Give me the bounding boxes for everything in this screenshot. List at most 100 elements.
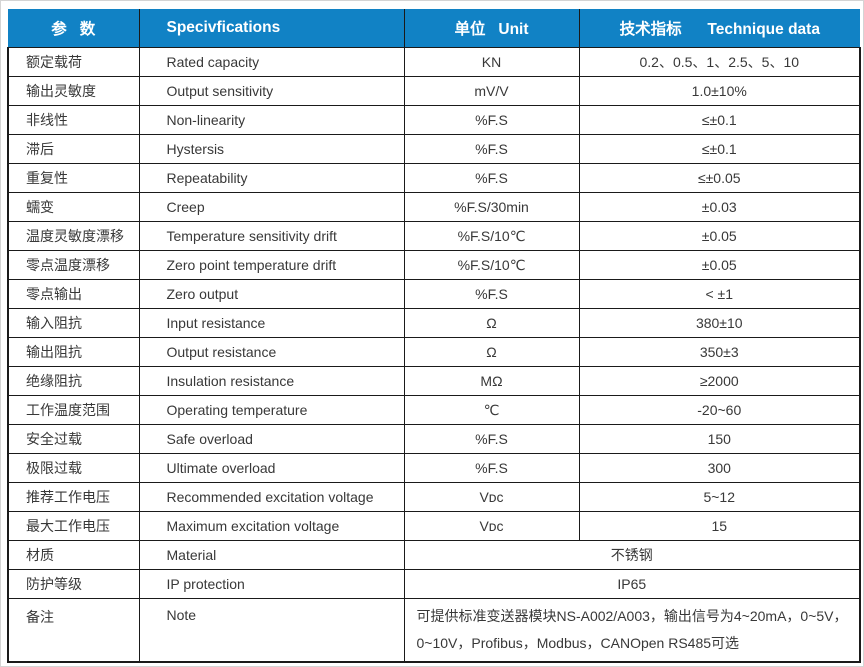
value-cell: ≤±0.05: [578, 163, 861, 193]
param-cell: 零点温度漂移: [7, 250, 140, 280]
value-cell: 150: [578, 424, 861, 454]
table-row: 备注 Note 可提供标准变送器模块NS-A002/A003，输出信号为4~20…: [7, 598, 861, 663]
value-cell: 0.2、0.5、1、2.5、5、10: [578, 47, 861, 77]
value-cell: ±0.05: [578, 221, 861, 251]
spec-cell: Zero point temperature drift: [138, 250, 405, 280]
param-cell: 材质: [7, 540, 140, 570]
param-cell: 绝缘阻抗: [7, 366, 140, 396]
value-cell: 1.0±10%: [578, 76, 861, 106]
value-cell: ≥2000: [578, 366, 861, 396]
spec-cell: Creep: [138, 192, 405, 222]
spec-cell: Note: [138, 598, 405, 663]
value-cell: 300: [578, 453, 861, 483]
spec-cell: Zero output: [138, 279, 405, 309]
table-row: 最大工作电压 Maximum excitation voltage Vᴅᴄ 15: [7, 511, 861, 541]
unit-cell: Vᴅᴄ: [403, 482, 580, 512]
header-spec: Specivfications: [138, 9, 404, 48]
param-cell: 温度灵敏度漂移: [7, 221, 140, 251]
spec-cell: Temperature sensitivity drift: [138, 221, 405, 251]
table-row: 推荐工作电压 Recommended excitation voltage Vᴅ…: [7, 482, 861, 512]
spec-table-body: 额定载荷 Rated capacity KN 0.2、0.5、1、2.5、5、1…: [7, 47, 861, 663]
spec-cell: Output resistance: [138, 337, 405, 367]
spec-cell: Input resistance: [138, 308, 405, 338]
table-row: 蠕变 Creep %F.S/30min ±0.03: [7, 192, 861, 222]
value-cell: ±0.03: [578, 192, 861, 222]
param-cell: 备注: [7, 598, 140, 663]
spec-cell: Output sensitivity: [138, 76, 405, 106]
value-cell: < ±1: [578, 279, 861, 309]
table-row: 极限过载 Ultimate overload %F.S 300: [7, 453, 861, 483]
value-cell: ≤±0.1: [578, 134, 861, 164]
spec-cell: Material: [138, 540, 405, 570]
param-cell: 推荐工作电压: [7, 482, 140, 512]
header-unit: 单位 Unit: [403, 9, 579, 48]
param-cell: 输入阻抗: [7, 308, 140, 338]
unit-cell: %F.S: [403, 105, 580, 135]
param-cell: 工作温度范围: [7, 395, 140, 425]
unit-cell: Vᴅᴄ: [403, 511, 580, 541]
table-row: 安全过载 Safe overload %F.S 150: [7, 424, 861, 454]
table-row: 材质 Material 不锈钢: [7, 540, 861, 570]
unit-cell: %F.S: [403, 453, 580, 483]
unit-cell: %F.S/30min: [403, 192, 580, 222]
spec-cell: Safe overload: [138, 424, 405, 454]
param-cell: 非线性: [7, 105, 140, 135]
unit-cell: %F.S: [403, 279, 580, 309]
unit-cell: %F.S/10℃: [403, 250, 580, 280]
param-cell: 输出阻抗: [7, 337, 140, 367]
value-cell: ±0.05: [578, 250, 861, 280]
unit-cell: KN: [403, 47, 580, 77]
param-cell: 蠕变: [7, 192, 140, 222]
header-data: 技术指标 Technique data: [578, 9, 860, 48]
value-cell: 可提供标准变送器模块NS-A002/A003，输出信号为4~20mA，0~5V，…: [403, 598, 861, 663]
param-cell: 安全过载: [7, 424, 140, 454]
param-cell: 防护等级: [7, 569, 140, 599]
value-cell: ≤±0.1: [578, 105, 861, 135]
table-row: 重复性 Repeatability %F.S ≤±0.05: [7, 163, 861, 193]
table-row: 额定载荷 Rated capacity KN 0.2、0.5、1、2.5、5、1…: [7, 47, 861, 77]
table-row: 输出灵敏度 Output sensitivity mV/V 1.0±10%: [7, 76, 861, 106]
table-row: 工作温度范围 Operating temperature ℃ -20~60: [7, 395, 861, 425]
param-cell: 最大工作电压: [7, 511, 140, 541]
param-cell: 零点输出: [7, 279, 140, 309]
table-row: 温度灵敏度漂移 Temperature sensitivity drift %F…: [7, 221, 861, 251]
value-cell: 380±10: [578, 308, 861, 338]
spec-cell: Rated capacity: [138, 47, 405, 77]
value-cell: 5~12: [578, 482, 861, 512]
param-cell: 额定载荷: [7, 47, 140, 77]
param-cell: 重复性: [7, 163, 140, 193]
table-row: 零点温度漂移 Zero point temperature drift %F.S…: [7, 250, 861, 280]
unit-cell: ℃: [403, 395, 580, 425]
spec-cell: Ultimate overload: [138, 453, 405, 483]
table-row: 绝缘阻抗 Insulation resistance MΩ ≥2000: [7, 366, 861, 396]
spec-table: 参 数 Specivfications 单位 Unit 技术指标 Techniq…: [7, 9, 861, 663]
unit-cell: %F.S: [403, 163, 580, 193]
spec-cell: Operating temperature: [138, 395, 405, 425]
table-row: 输入阻抗 Input resistance Ω 380±10: [7, 308, 861, 338]
value-cell: 不锈钢: [403, 540, 861, 570]
unit-cell: MΩ: [403, 366, 580, 396]
header-param: 参 数: [8, 9, 139, 48]
table-row: 滞后 Hystersis %F.S ≤±0.1: [7, 134, 861, 164]
table-row: 输出阻抗 Output resistance Ω 350±3: [7, 337, 861, 367]
spec-cell: Insulation resistance: [138, 366, 405, 396]
unit-cell: %F.S/10℃: [403, 221, 580, 251]
param-cell: 滞后: [7, 134, 140, 164]
unit-cell: %F.S: [403, 424, 580, 454]
header-row: 参 数 Specivfications 单位 Unit 技术指标 Techniq…: [8, 9, 860, 48]
value-cell: -20~60: [578, 395, 861, 425]
spec-cell: Recommended excitation voltage: [138, 482, 405, 512]
spec-cell: Repeatability: [138, 163, 405, 193]
spec-cell: Hystersis: [138, 134, 405, 164]
table-row: 零点输出 Zero output %F.S < ±1: [7, 279, 861, 309]
param-cell: 极限过载: [7, 453, 140, 483]
value-cell: 15: [578, 511, 861, 541]
spec-cell: IP protection: [138, 569, 405, 599]
param-cell: 输出灵敏度: [7, 76, 140, 106]
unit-cell: Ω: [403, 337, 580, 367]
spec-cell: Maximum excitation voltage: [138, 511, 405, 541]
table-header: 参 数 Specivfications 单位 Unit 技术指标 Techniq…: [8, 9, 860, 48]
unit-cell: mV/V: [403, 76, 580, 106]
unit-cell: Ω: [403, 308, 580, 338]
